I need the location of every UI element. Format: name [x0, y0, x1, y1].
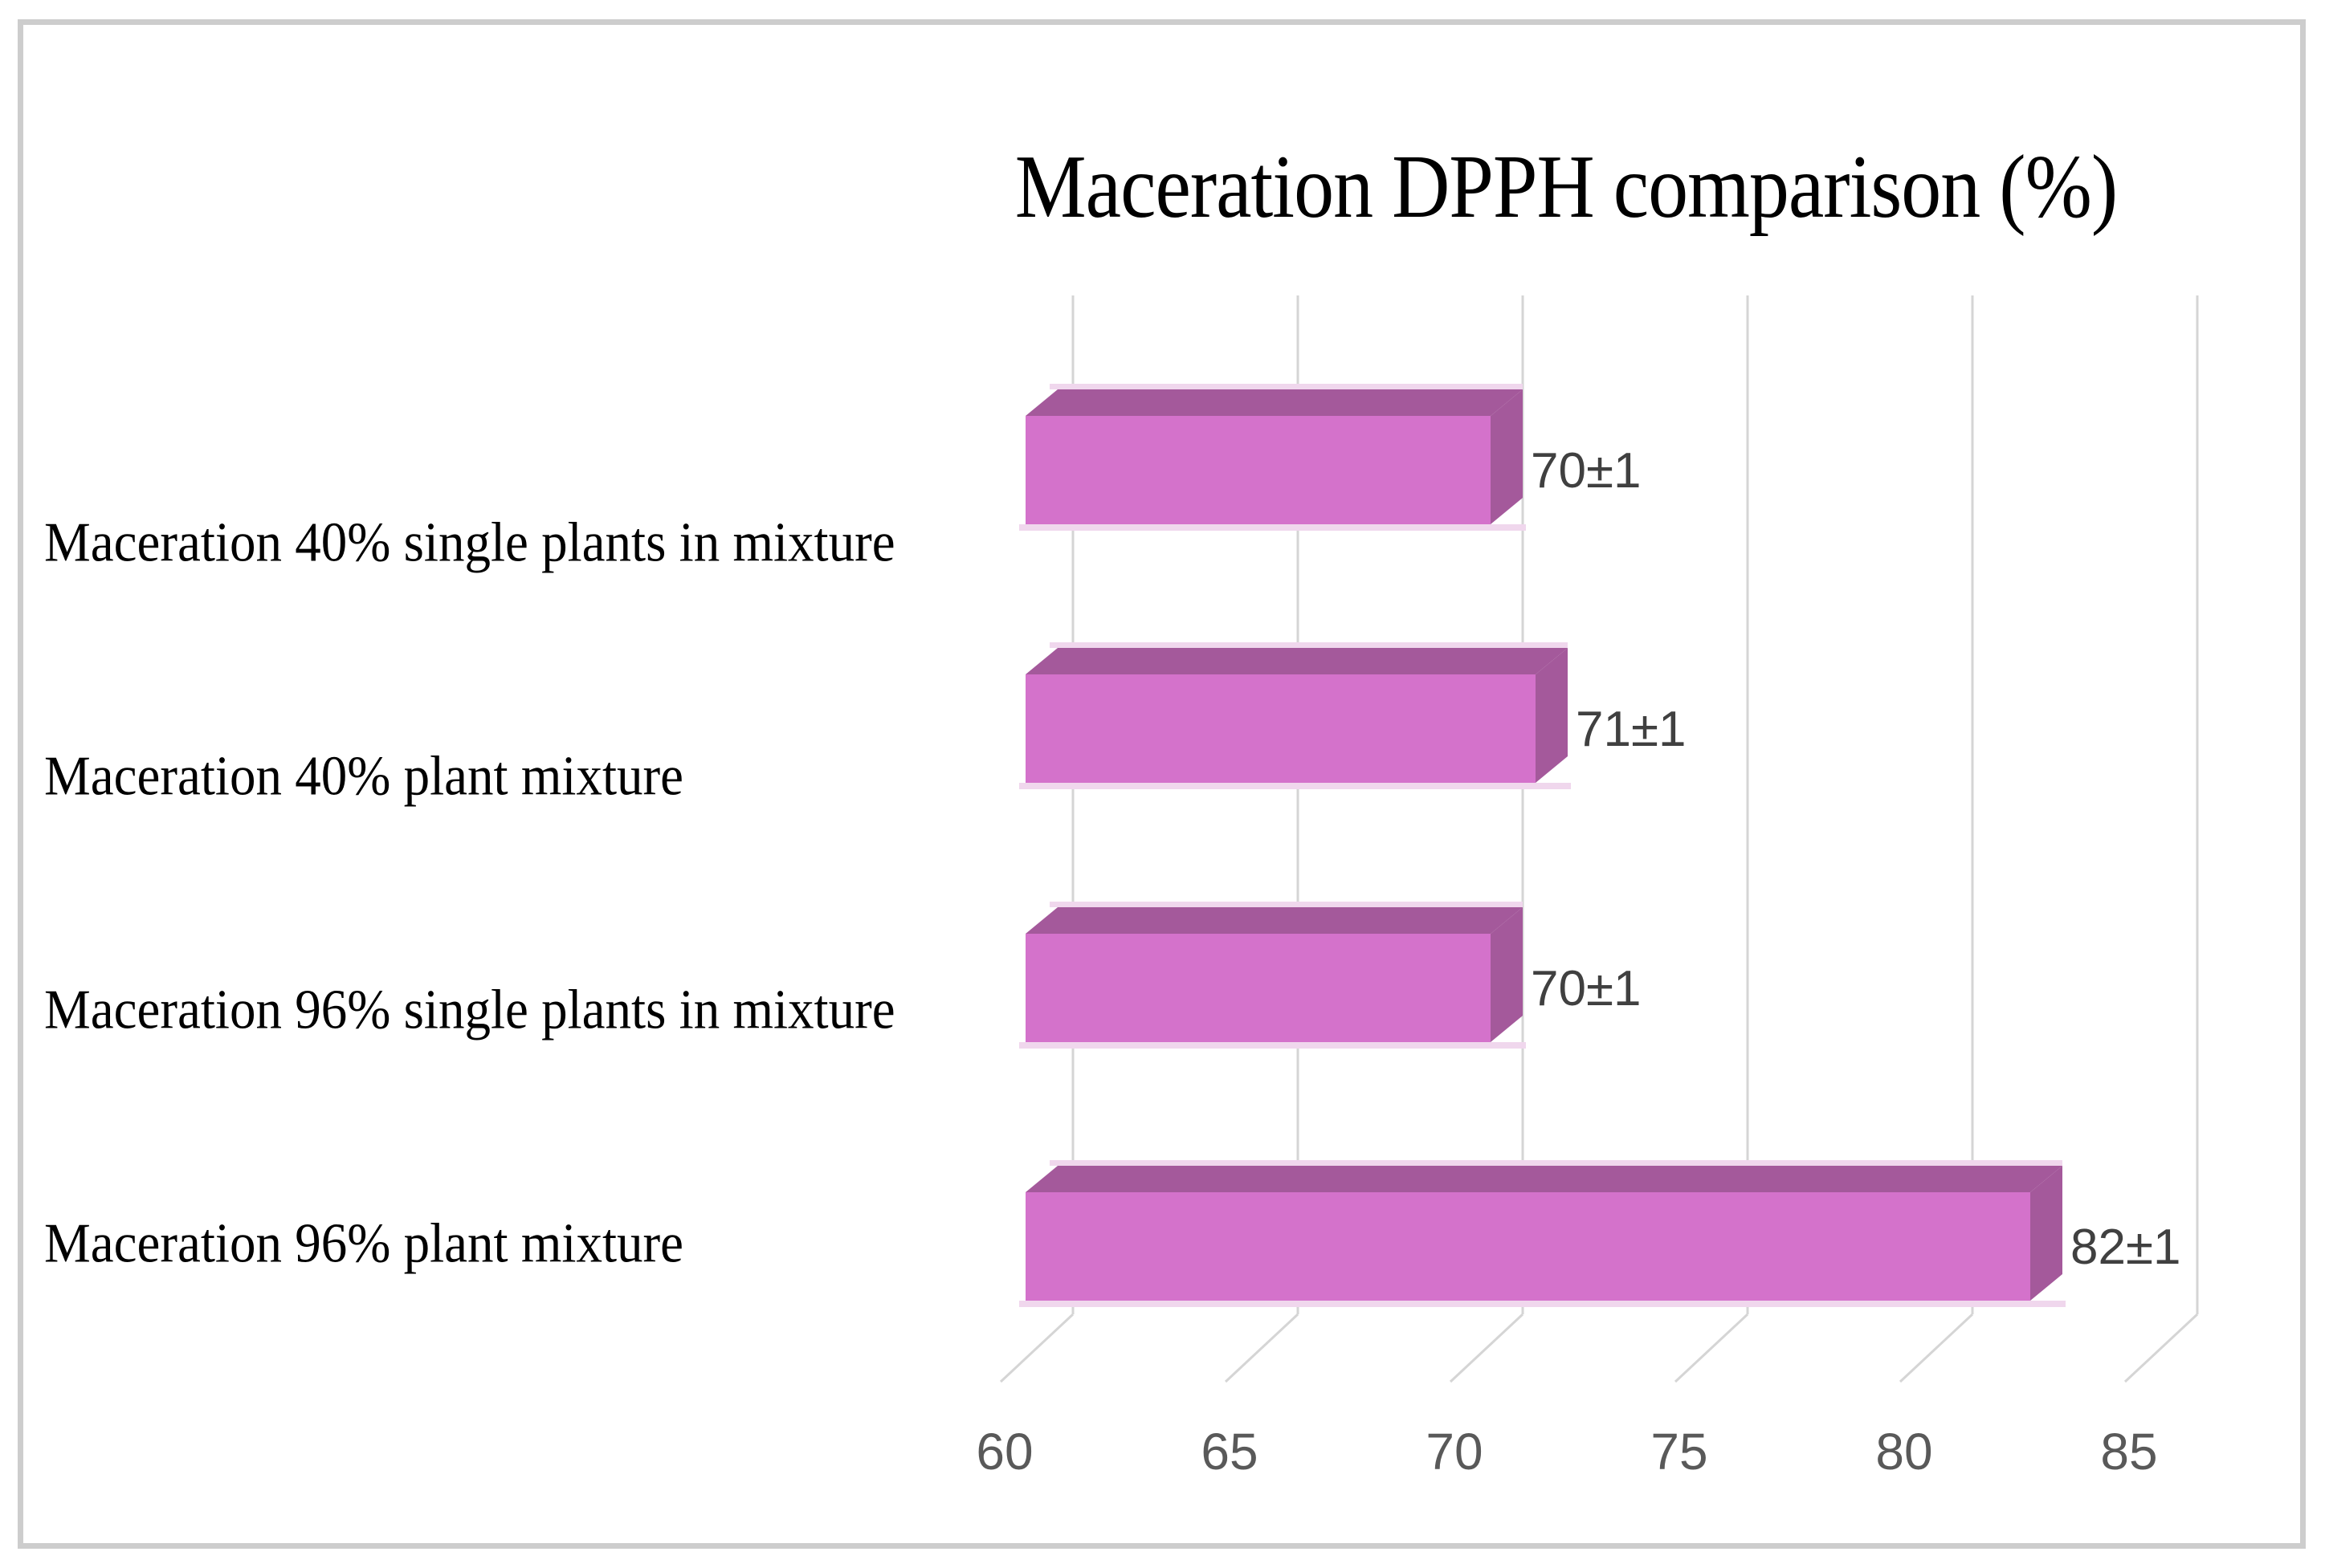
floor-gridline-80 [1899, 1313, 1974, 1383]
bar-bottom-highlight-1 [1019, 783, 1571, 789]
floor-gridline-85 [2123, 1313, 2199, 1383]
chart-title: Maceration DPPH comparison (%) [1014, 136, 2118, 237]
floor-gridline-70 [1449, 1313, 1524, 1383]
bar-top-highlight-2 [1050, 902, 1523, 907]
floor-gridline-60 [999, 1313, 1075, 1383]
data-label-2: 70±1 [1531, 961, 1641, 1016]
x-axis-tick-label-70: 70 [1426, 1423, 1483, 1480]
bar-side-face-1 [1536, 648, 1568, 783]
data-label-1: 71±1 [1576, 702, 1686, 757]
bar-side-face-3 [2030, 1166, 2062, 1301]
bar-top-face-0 [1026, 389, 1523, 416]
bar-top-highlight-0 [1050, 384, 1523, 389]
bar-front-face-0 [1026, 416, 1491, 524]
data-label-0: 70±1 [1531, 443, 1641, 499]
floor-gridline-65 [1224, 1313, 1299, 1383]
x-axis-tick-label-65: 65 [1201, 1423, 1258, 1480]
x-axis-tick-label-80: 80 [1875, 1423, 1932, 1480]
bar-bottom-highlight-2 [1019, 1042, 1526, 1049]
x-axis-tick-label-85: 85 [2100, 1423, 2157, 1480]
category-label-maceration-96-mixture: Maceration 96% plant mixture [44, 1212, 683, 1275]
floor-gridline-75 [1674, 1313, 1749, 1383]
category-label-maceration-96-single: Maceration 96% single plants in mixture [44, 979, 895, 1041]
bar-top-face-3 [1026, 1166, 2062, 1192]
bar-top-face-1 [1026, 648, 1568, 674]
data-label-3: 82±1 [2070, 1220, 2180, 1275]
bar-front-face-2 [1026, 934, 1491, 1042]
bar-bottom-highlight-3 [1019, 1301, 2066, 1307]
x-axis-tick-label-60: 60 [976, 1423, 1033, 1480]
category-label-maceration-40-mixture: Maceration 40% plant mixture [44, 745, 683, 808]
bar-bottom-highlight-0 [1019, 524, 1526, 531]
bar-side-face-0 [1491, 389, 1523, 524]
bar-top-face-2 [1026, 907, 1523, 934]
bar-side-face-2 [1491, 907, 1523, 1042]
category-label-maceration-40-single: Maceration 40% single plants in mixture [44, 511, 895, 574]
bar-top-highlight-3 [1050, 1160, 2062, 1166]
bar-front-face-3 [1026, 1192, 2030, 1301]
bar-front-face-1 [1026, 674, 1536, 783]
bar-top-highlight-1 [1050, 642, 1568, 648]
x-axis-tick-label-75: 75 [1650, 1423, 1707, 1480]
